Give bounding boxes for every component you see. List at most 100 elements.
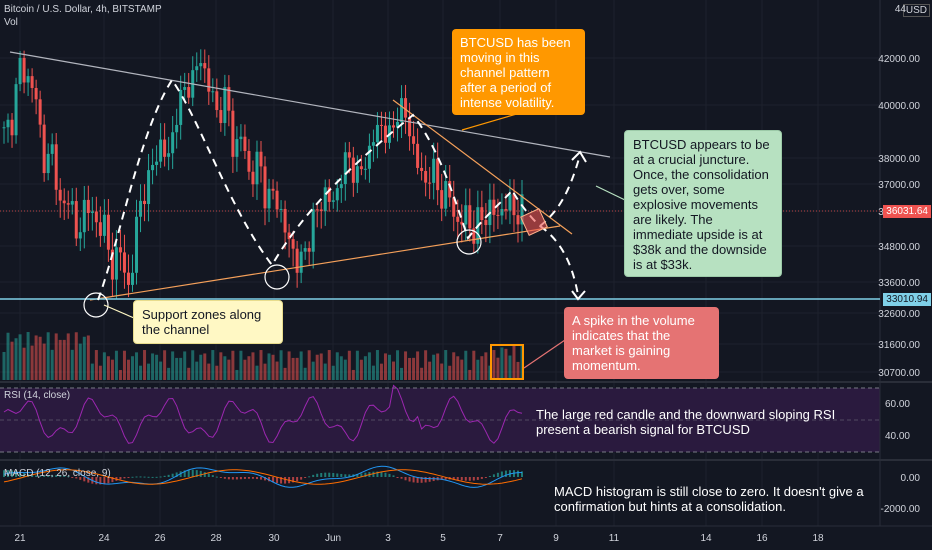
volume-label: Vol [4, 17, 18, 28]
candle-body [283, 208, 287, 233]
currency-button[interactable]: USD [902, 4, 930, 17]
volume-bar [130, 356, 134, 380]
macd-histogram-bar [83, 477, 86, 482]
macd-histogram-bar [272, 477, 275, 483]
macd-histogram-bar [440, 477, 443, 480]
volume-bar [299, 351, 303, 380]
price-axis-labels: 42000.0040000.0038000.0037000.0036000.00… [878, 54, 920, 515]
volume-bar [496, 357, 500, 380]
volume-bar [18, 334, 22, 380]
macd-histogram-bar [416, 477, 419, 483]
volume-bar [10, 341, 14, 380]
macd-histogram-bar [328, 472, 331, 477]
candle-body [46, 153, 50, 174]
candle-body [460, 221, 464, 225]
macd-histogram-bar [227, 477, 230, 480]
macd-histogram-bar [312, 474, 315, 477]
candle-body [227, 87, 231, 111]
volume-bar [155, 354, 159, 380]
macd-histogram-bar [131, 476, 134, 478]
annotation-green[interactable]: BTCUSD appears to be at a crucial junctu… [624, 130, 782, 277]
macd-histogram-bar [420, 477, 423, 483]
volume-bar [126, 359, 130, 380]
candle-body [520, 194, 524, 225]
volume-spike-box [490, 344, 524, 380]
rsi-axis-label: 60.00 [885, 399, 910, 410]
volume-bar [54, 333, 58, 380]
price-axis-label: 31600.00 [878, 340, 920, 351]
candle-body [62, 200, 66, 204]
time-axis-label: 16 [756, 533, 768, 544]
volume-bar [259, 350, 263, 380]
time-axis-label: 18 [812, 533, 824, 544]
candle-body [175, 124, 179, 133]
macd-histogram-bar [243, 477, 246, 479]
volume-bar [243, 359, 247, 380]
volume-bar [227, 359, 231, 380]
candle-body [82, 199, 86, 233]
macd-histogram-bar [223, 477, 226, 479]
annotation-red[interactable]: A spike in the volume indicates that the… [564, 307, 719, 379]
candle-body [58, 189, 62, 201]
candle-body [408, 117, 412, 137]
macd-histogram-bar [316, 473, 319, 477]
volume-bar [424, 350, 428, 380]
price-axis-label: 34800.00 [878, 242, 920, 253]
volume-bar [195, 361, 199, 380]
macd-histogram-bar [99, 477, 102, 485]
candle-body [315, 209, 319, 211]
macd-histogram-bar [199, 470, 202, 477]
macd-histogram-bar [348, 474, 351, 477]
volume-bar [219, 352, 223, 380]
macd-annotation-text[interactable]: MACD histogram is still close to zero. I… [554, 484, 864, 514]
candle-body [110, 249, 114, 280]
time-axis-label: 7 [497, 533, 503, 544]
volume-bar [70, 349, 74, 380]
macd-histogram-bar [380, 471, 383, 477]
macd-histogram-bar [259, 477, 262, 480]
candle-body [347, 152, 351, 158]
candle-body [50, 144, 54, 154]
macd-histogram-bar [276, 477, 279, 484]
macd-histogram-bar [364, 472, 367, 477]
candle-body [163, 139, 167, 157]
candle-body [275, 190, 279, 210]
volume-bar [66, 333, 70, 380]
volume-bar [78, 343, 82, 380]
volume-bar [167, 367, 171, 380]
volume-bar [179, 357, 183, 380]
candle-body [118, 247, 122, 253]
macd-histogram-bar [396, 477, 399, 478]
price-axis-label: 40000.00 [878, 101, 920, 112]
price-axis-label: 42000.00 [878, 54, 920, 65]
macd-line [3, 465, 523, 488]
volume-bar [159, 361, 163, 380]
volume-bar [58, 339, 62, 380]
annotation-orange[interactable]: BTCUSD has been moving in this channel p… [452, 29, 585, 115]
rsi-band [0, 388, 880, 452]
macd-histogram-bar [135, 476, 138, 478]
candle-body [267, 188, 271, 209]
volume-bar [187, 367, 191, 380]
time-axis-label: Jun [325, 533, 341, 544]
macd-histogram-bar [187, 469, 190, 477]
macd-histogram-bar [404, 477, 407, 481]
macd-histogram-bar [336, 473, 339, 477]
candle-body [171, 132, 175, 154]
volume-bar [183, 351, 187, 380]
macd-histogram-bar [119, 477, 122, 480]
macd-histogram-bar [268, 477, 271, 482]
candle-body [155, 161, 159, 165]
candle-body [512, 194, 516, 216]
volume-bar [412, 357, 416, 380]
price-axis-label: 32600.00 [878, 309, 920, 320]
volume-bar [375, 350, 379, 380]
candle-body [74, 201, 78, 239]
candle-body [54, 144, 58, 190]
annotation-yellow[interactable]: Support zones along the channel [133, 300, 283, 344]
candle-body [436, 158, 440, 191]
candle-body [207, 68, 211, 92]
volume-bar [452, 352, 456, 380]
rsi-annotation-text[interactable]: The large red candle and the downward sl… [536, 407, 836, 437]
